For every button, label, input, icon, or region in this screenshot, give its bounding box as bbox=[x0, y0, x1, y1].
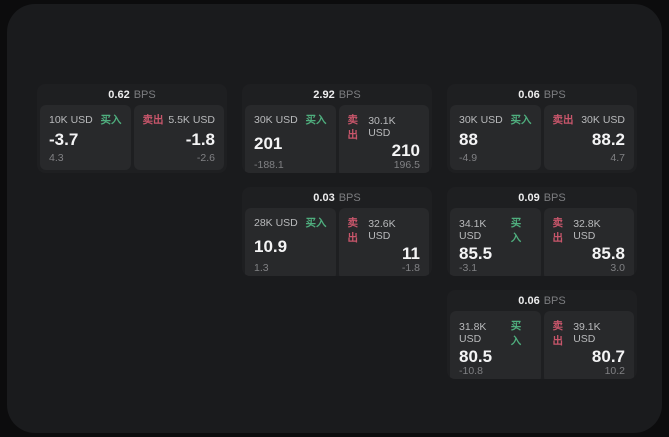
bps-unit: BPS bbox=[543, 88, 566, 101]
buy-label: 买入 bbox=[100, 114, 122, 126]
bps-unit: BPS bbox=[543, 294, 566, 307]
quote-card: 0.06 BPS 31.8K USD 买入 80.5 -10.8 卖出 39.1… bbox=[447, 290, 637, 379]
bps-value: 0.09 bbox=[518, 191, 540, 204]
card-body: 30K USD 买入 201 -188.1 卖出 30.1K USD 210 1… bbox=[242, 105, 432, 173]
card-body: 28K USD 买入 10.9 1.3 卖出 32.6K USD 11 -1.8 bbox=[242, 208, 432, 276]
buy-change: -10.8 bbox=[459, 365, 483, 377]
sell-label: 卖出 bbox=[552, 320, 564, 347]
card-header: 0.06 BPS bbox=[447, 290, 637, 311]
buy-amount: 30K USD bbox=[254, 113, 298, 126]
quote-card: 0.62 BPS 10K USD 买入 -3.7 4.3 卖出 5.5K USD bbox=[37, 84, 227, 173]
sell-panel[interactable]: 卖出 32.8K USD 85.8 3.0 bbox=[543, 208, 634, 276]
buy-amount: 34.1K USD bbox=[459, 218, 487, 242]
buy-change: -3.1 bbox=[459, 262, 478, 274]
sell-change: -1.8 bbox=[401, 262, 420, 274]
bps-value: 0.62 bbox=[108, 88, 130, 101]
quote-card-grid: 0.62 BPS 10K USD 买入 -3.7 4.3 卖出 5.5K USD bbox=[37, 84, 637, 379]
buy-price: 80.5 bbox=[459, 347, 493, 366]
buy-amount: 28K USD bbox=[254, 216, 298, 229]
bps-unit: BPS bbox=[543, 191, 566, 204]
card-header: 0.06 BPS bbox=[447, 84, 637, 105]
buy-price: 88 bbox=[459, 130, 478, 149]
sell-amount: 39.1K USD bbox=[573, 321, 601, 345]
sell-label: 卖出 bbox=[347, 114, 359, 141]
buy-panel[interactable]: 31.8K USD 买入 80.5 -10.8 bbox=[450, 311, 541, 379]
buy-panel[interactable]: 30K USD 买入 201 -188.1 bbox=[245, 105, 336, 173]
sell-panel[interactable]: 卖出 30K USD 88.2 4.7 bbox=[543, 105, 634, 170]
buy-price: 85.5 bbox=[459, 244, 493, 263]
buy-label: 买入 bbox=[510, 217, 522, 244]
buy-amount: 30K USD bbox=[459, 113, 503, 126]
sell-price: 80.7 bbox=[591, 347, 625, 366]
sell-amount: 30K USD bbox=[581, 113, 625, 126]
trading-panel: 0.62 BPS 10K USD 买入 -3.7 4.3 卖出 5.5K USD bbox=[7, 4, 662, 433]
sell-change: 196.5 bbox=[393, 159, 420, 171]
sell-amount: 32.6K USD bbox=[368, 218, 396, 242]
sell-label: 卖出 bbox=[347, 217, 359, 244]
bps-value: 0.06 bbox=[518, 294, 540, 307]
buy-panel[interactable]: 34.1K USD 买入 85.5 -3.1 bbox=[450, 208, 541, 276]
buy-change: -4.9 bbox=[459, 152, 478, 164]
sell-amount: 30.1K USD bbox=[368, 115, 396, 139]
card-body: 10K USD 买入 -3.7 4.3 卖出 5.5K USD -1.8 -2.… bbox=[37, 105, 227, 173]
card-body: 31.8K USD 买入 80.5 -10.8 卖出 39.1K USD 80.… bbox=[447, 311, 637, 379]
sell-panel[interactable]: 卖出 30.1K USD 210 196.5 bbox=[338, 105, 429, 173]
sell-amount: 5.5K USD bbox=[168, 113, 215, 126]
buy-panel[interactable]: 30K USD 买入 88 -4.9 bbox=[450, 105, 541, 170]
buy-label: 买入 bbox=[510, 320, 522, 347]
bps-value: 0.06 bbox=[518, 88, 540, 101]
sell-price: 210 bbox=[391, 141, 420, 160]
buy-price: 10.9 bbox=[254, 236, 288, 256]
sell-label: 卖出 bbox=[142, 114, 164, 126]
buy-change: 4.3 bbox=[49, 152, 64, 164]
sell-price: -1.8 bbox=[185, 130, 215, 149]
sell-price: 88.2 bbox=[591, 130, 625, 149]
buy-panel[interactable]: 28K USD 买入 10.9 1.3 bbox=[245, 208, 336, 276]
sell-panel[interactable]: 卖出 39.1K USD 80.7 10.2 bbox=[543, 311, 634, 379]
buy-amount: 10K USD bbox=[49, 113, 93, 126]
quote-card: 2.92 BPS 30K USD 买入 201 -188.1 卖出 30.1K … bbox=[242, 84, 432, 173]
sell-price: 11 bbox=[402, 244, 420, 263]
bps-value: 2.92 bbox=[313, 88, 335, 101]
sell-price: 85.8 bbox=[591, 244, 625, 263]
sell-amount: 32.8K USD bbox=[573, 218, 601, 242]
sell-panel[interactable]: 卖出 32.6K USD 11 -1.8 bbox=[338, 208, 429, 276]
sell-change: 4.7 bbox=[610, 152, 625, 164]
buy-panel[interactable]: 10K USD 买入 -3.7 4.3 bbox=[40, 105, 131, 170]
card-header: 0.09 BPS bbox=[447, 187, 637, 208]
quote-card: 0.09 BPS 34.1K USD 买入 85.5 -3.1 卖出 32.8K… bbox=[447, 187, 637, 276]
bps-value: 0.03 bbox=[313, 191, 335, 204]
card-header: 0.03 BPS bbox=[242, 187, 432, 208]
sell-change: 3.0 bbox=[610, 262, 625, 274]
card-header: 2.92 BPS bbox=[242, 84, 432, 105]
buy-price: -3.7 bbox=[49, 130, 79, 149]
bps-unit: BPS bbox=[338, 191, 361, 204]
card-body: 30K USD 买入 88 -4.9 卖出 30K USD 88.2 4.7 bbox=[447, 105, 637, 173]
buy-label: 买入 bbox=[305, 217, 327, 229]
bps-unit: BPS bbox=[133, 88, 156, 101]
sell-panel[interactable]: 卖出 5.5K USD -1.8 -2.6 bbox=[133, 105, 224, 170]
quote-card: 0.06 BPS 30K USD 买入 88 -4.9 卖出 30K USD bbox=[447, 84, 637, 173]
bps-unit: BPS bbox=[338, 88, 361, 101]
card-header: 0.62 BPS bbox=[37, 84, 227, 105]
buy-amount: 31.8K USD bbox=[459, 321, 487, 345]
buy-label: 买入 bbox=[305, 114, 327, 126]
buy-price: 201 bbox=[254, 133, 283, 153]
sell-label: 卖出 bbox=[552, 114, 574, 126]
sell-change: 10.2 bbox=[604, 365, 625, 377]
buy-change: -188.1 bbox=[254, 159, 284, 171]
card-body: 34.1K USD 买入 85.5 -3.1 卖出 32.8K USD 85.8… bbox=[447, 208, 637, 276]
sell-label: 卖出 bbox=[552, 217, 564, 244]
sell-change: -2.6 bbox=[196, 152, 215, 164]
buy-label: 买入 bbox=[510, 114, 532, 126]
quote-card: 0.03 BPS 28K USD 买入 10.9 1.3 卖出 32.6K US… bbox=[242, 187, 432, 276]
buy-change: 1.3 bbox=[254, 262, 269, 274]
